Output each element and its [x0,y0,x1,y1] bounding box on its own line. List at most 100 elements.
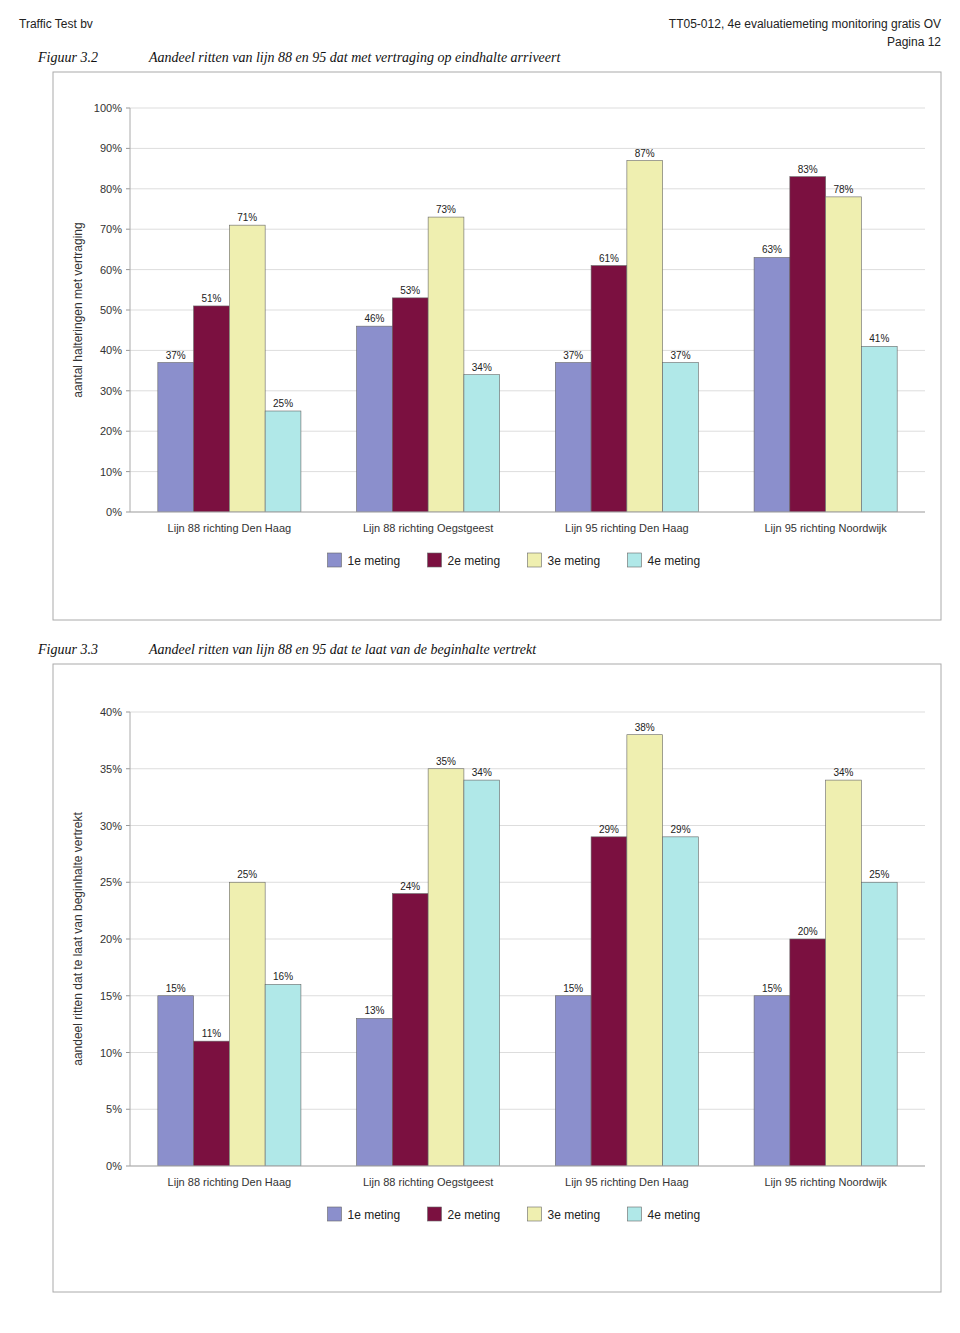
bar [265,984,301,1166]
tick-mark [126,431,130,432]
y-tick-label: 5% [106,1103,122,1115]
data-label: 41% [869,333,889,344]
bar [754,996,790,1166]
page: Traffic Test bvTT05-012, 4e evaluatiemet… [0,0,960,1333]
legend: 1e meting 2e meting 3e meting 4e meting [328,553,701,568]
x-tick-label: Lijn 95 richting Noordwijk [764,1176,887,1188]
y-axis-label: aandeel ritten dat te laat van beginhalt… [71,812,85,1066]
legend-label: 1e meting [348,554,401,568]
bar [392,298,428,512]
y-tick-label: 70% [100,223,122,235]
data-label: 25% [237,869,257,880]
data-label: 15% [166,983,186,994]
bar [158,996,194,1166]
tick-mark [126,148,130,149]
legend-swatch [428,1207,442,1221]
bar [627,161,663,512]
title: Figuur 3.2 [37,50,98,65]
bar [357,326,393,512]
data-label: 25% [273,398,293,409]
data-label: 63% [762,244,782,255]
bars [158,161,897,512]
grid-line [130,825,925,826]
data-label: 51% [201,293,221,304]
grid-line [130,712,925,713]
y-tick-label: 40% [100,706,122,718]
legend-swatch [628,553,642,567]
legend-label: 2e meting [448,1208,501,1222]
data-label: 16% [273,971,293,982]
data-labels: 15%13%15%15%11%24%29%20%25%35%38%34%16%3… [166,722,890,1039]
bar [591,266,627,512]
data-label: 37% [563,350,583,361]
tick-mark [126,471,130,472]
bar [591,837,627,1166]
legend-swatch [528,1207,542,1221]
y-tick-label: 80% [100,183,122,195]
y-tick-label: 60% [100,264,122,276]
data-label: 53% [400,285,420,296]
data-label: 25% [869,869,889,880]
bar [229,225,265,512]
bar [464,375,500,512]
y-tick-label: 30% [100,385,122,397]
data-label: 38% [635,722,655,733]
data-label: 83% [798,164,818,175]
legend-label: 1e meting [348,1208,401,1222]
tick-mark [126,939,130,940]
y-tick-label: 10% [100,1047,122,1059]
x-tick-label: Lijn 88 richting Oegstgeest [363,522,493,534]
x-tick-label: Lijn 95 richting Noordwijk [764,522,887,534]
data-label: 13% [364,1005,384,1016]
x-tick-label: Lijn 88 richting Den Haag [168,522,292,534]
bar [428,769,464,1166]
bar [663,363,699,512]
tick-mark [126,882,130,883]
legend: 1e meting2e meting3e meting4e meting [328,1207,701,1222]
panel-border [53,664,941,1292]
tick-mark [126,825,130,826]
bar [555,996,591,1166]
grid-line [130,148,925,149]
data-label: 11% [202,1028,221,1039]
bar [790,939,826,1166]
chart: Figuur 3.3 Aandeel ritten van lijn 88 en … [37,642,941,1292]
bar [265,411,301,512]
tick-mark [126,229,130,230]
data-label: 34% [472,767,492,778]
bar [464,780,500,1166]
bar [229,882,265,1166]
y-tick-label: 30% [100,820,122,832]
bar [790,177,826,512]
grid-line [130,768,925,769]
bar [194,306,230,512]
data-label: 46% [364,313,384,324]
data-label: 35% [436,756,456,767]
data-label: 37% [671,350,691,361]
panel-border [53,72,941,620]
tick-mark [126,512,130,513]
tick-mark [126,108,130,109]
data-label: 73% [436,204,456,215]
y-tick-label: 40% [100,344,122,356]
y-tick-label: 25% [100,876,122,888]
y-axis-line [130,712,131,1166]
tick-mark [126,1166,130,1167]
data-label: 15% [762,983,782,994]
tick-mark [126,350,130,351]
legend-swatch [328,1207,342,1221]
data-labels: 37%46%37%63%51%53%61%83%71%73%87%78%25%3… [166,148,890,409]
legend-label: 4e meting [648,554,701,568]
legend-label: 2e meting [448,554,501,568]
tick-mark [126,1052,130,1053]
x-tick-label: Lijn 95 richting Den Haag [565,1176,689,1188]
subtitle: Aandeel ritten van lijn 88 en 95 dat te … [148,642,537,657]
subtitle: Aandeel ritten van lijn 88 en 95 dat met… [148,50,561,65]
bar [392,894,428,1166]
legend-label: 3e meting [548,554,601,568]
grid-line [130,108,925,109]
y-tick-label: 15% [100,990,122,1002]
legend-label: 3e meting [548,1208,601,1222]
bar [861,882,897,1166]
title: Figuur 3.3 [37,642,98,657]
